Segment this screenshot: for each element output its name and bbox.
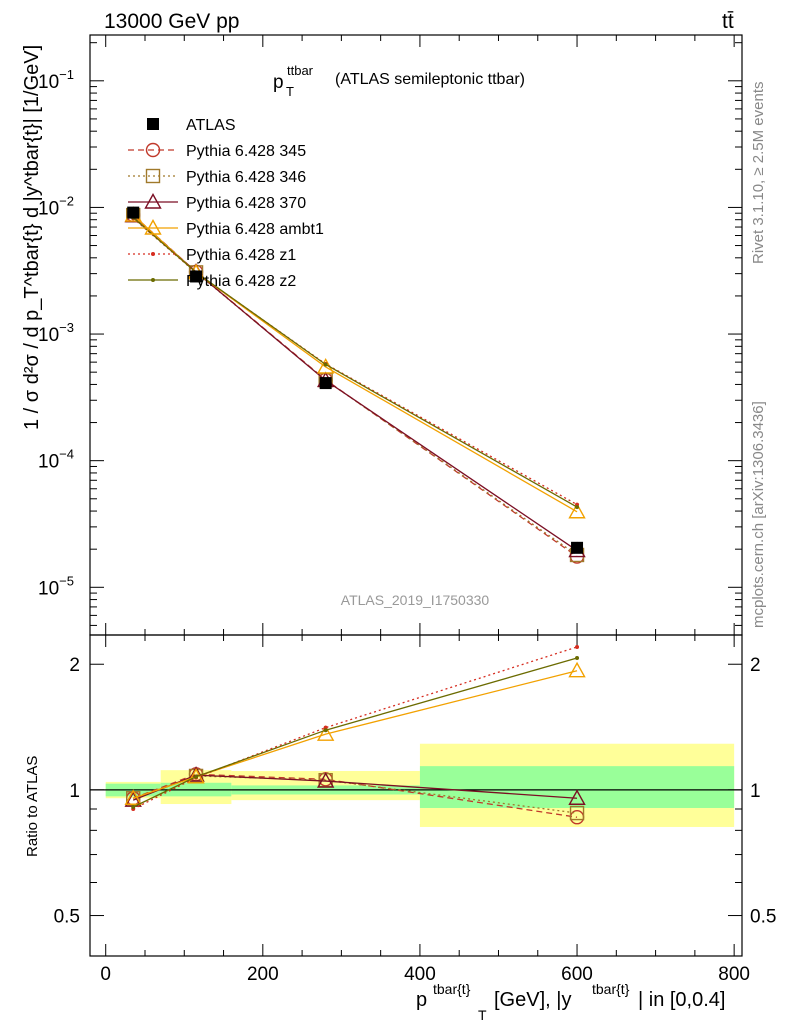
- plot-title: p ttbar T (ATLAS semileptonic ttbar): [273, 63, 525, 99]
- ratio-series-point: [575, 655, 580, 660]
- ratio-y-tick-label-right: 0.5: [750, 907, 776, 928]
- main-panel: 10−1 10−2 10−3 10−4 10−5 ATLAS_2019_I1750330…: [21, 34, 743, 956]
- legend-marker: [145, 142, 161, 158]
- bottom-frame: [89, 634, 743, 957]
- ratio-series-point: [187, 766, 205, 782]
- title-sup: ttbar: [287, 63, 314, 78]
- y-tick-label: 10−3: [38, 320, 74, 346]
- svg-text:T: T: [286, 84, 294, 99]
- watermark: ATLAS_2019_I1750330: [341, 592, 490, 608]
- data-point: [190, 270, 203, 283]
- ratio-panel: 0 200 400 600 800 0.5 0.5 1 1 2 2 Ratio to ATLAS p…: [24, 634, 776, 1023]
- legend-marker: [151, 252, 155, 256]
- svg-text:ttbar: ttbar: [287, 63, 314, 78]
- ratio-series-point: [568, 789, 586, 805]
- ratio-series-point: [575, 644, 580, 649]
- y-axis-label-bottom: Ratio to ATLAS: [24, 756, 41, 857]
- collision-label: 13000 GeV pp: [104, 10, 239, 33]
- ratio-series-point: [194, 774, 199, 779]
- legend-label: Pythia 6.428 z2: [186, 273, 296, 290]
- series-line: [132, 214, 578, 556]
- legend-marker: [151, 278, 155, 282]
- ratio-y-tick-label: 2: [69, 655, 80, 676]
- title-rest: (ATLAS semileptonic ttbar): [335, 71, 525, 88]
- ratio-series-point: [569, 805, 585, 821]
- ratio-series-point: [124, 789, 142, 805]
- y-tick-label: 10−4: [38, 447, 74, 473]
- svg-text:tbar{t}: tbar{t}: [433, 981, 471, 997]
- data-point: [127, 206, 140, 219]
- ratio-y-tick-label: 0.5: [54, 907, 80, 928]
- title-main: p: [273, 72, 284, 93]
- uncertainty-band-inner: [419, 766, 735, 808]
- legend: ATLAS Pythia 6.428 345 Pythia 6.428 346 Pyt…: [128, 117, 324, 290]
- x-tick-label: 0: [100, 964, 111, 985]
- svg-text:p: p: [416, 989, 427, 1011]
- legend-label: Pythia 6.428 z1: [186, 247, 296, 264]
- legend-label: Pythia 6.428 346: [186, 169, 306, 186]
- legend-marker: [144, 219, 162, 235]
- y-axis-label-top: 1 / σ d²σ / d p_T^tbar{t} d |y^tbar{t}| …: [21, 45, 43, 430]
- svg-text:| in [0,0.4]: | in [0,0.4]: [638, 989, 725, 1011]
- y-tick-label: 10−5: [38, 573, 74, 599]
- series-point: [568, 502, 586, 519]
- ratio-series-point: [131, 804, 136, 809]
- svg-text:p: p: [273, 72, 284, 93]
- y-tick-label: 10−1: [38, 67, 74, 93]
- y-tick-label: 10−2: [38, 193, 74, 219]
- ratio-series-point: [323, 728, 328, 733]
- ratio-y-tick-label: 1: [69, 781, 80, 802]
- legend-label: ATLAS: [186, 117, 236, 134]
- series-point: [323, 362, 328, 367]
- ratio-series-line: [132, 657, 578, 808]
- mcplots-label: mcplots.cern.ch [arXiv:1306.3436]: [750, 401, 767, 628]
- svg-text:(ATLAS semileptonic ttbar): (ATLAS semileptonic ttbar): [335, 71, 525, 88]
- x-tick-label: 200: [247, 964, 279, 985]
- process-label: tt̄: [722, 10, 734, 33]
- legend-marker: [145, 168, 161, 184]
- ratio-series-point: [568, 661, 586, 678]
- ratio-y-tick-label-right: 1: [750, 781, 761, 802]
- series-line: [132, 217, 578, 508]
- x-tick-label: 800: [718, 964, 750, 985]
- legend-marker: [144, 193, 162, 209]
- legend-label: Pythia 6.428 345: [186, 143, 306, 160]
- x-tick-label: 400: [404, 964, 436, 985]
- svg-text:[GeV], |y: [GeV], |y: [494, 989, 571, 1011]
- svg-text:tbar{t}: tbar{t}: [592, 981, 630, 997]
- ratio-series-line: [132, 646, 578, 810]
- x-axis-label: p tbar{t} T [GeV], |y tbar{t} | in [0,0.…: [416, 981, 725, 1023]
- ratio-series-point: [316, 772, 335, 788]
- legend-label: Pythia 6.428 370: [186, 195, 306, 212]
- series-line: [132, 214, 578, 513]
- rivet-label: Rivet 3.1.10, ≥ 2.5M events: [750, 82, 767, 265]
- x-tick-label: 600: [561, 964, 593, 985]
- title-sub: T: [286, 84, 294, 99]
- series-point: [575, 505, 580, 510]
- data-point: [571, 541, 584, 554]
- ratio-series-line: [132, 670, 578, 799]
- legend-marker: [147, 118, 159, 130]
- ratio-series-line: [132, 773, 578, 818]
- legend-label: Pythia 6.428 ambt1: [186, 221, 324, 238]
- data-point: [319, 377, 332, 390]
- ratio-y-tick-label-right: 2: [750, 655, 761, 676]
- svg-text:T: T: [478, 1007, 487, 1023]
- ratio-series-point: [316, 725, 335, 741]
